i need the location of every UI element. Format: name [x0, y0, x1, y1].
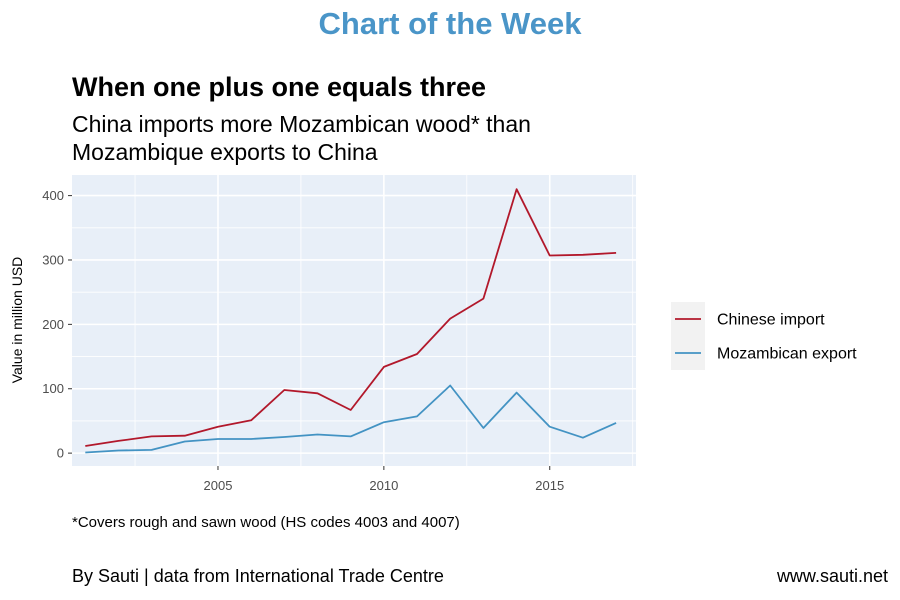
series-lines	[85, 188, 617, 454]
legend-label: Mozambican export	[717, 346, 857, 363]
major-gridlines	[72, 175, 636, 466]
series-line-chinese-import	[85, 188, 617, 447]
footnote: *Covers rough and sawn wood (HS codes 40…	[72, 514, 460, 531]
chart-title: When one plus one equals three	[72, 72, 487, 102]
chart-of-the-week-banner: Chart of the Week	[318, 6, 582, 41]
y-tick-label: 100	[42, 381, 64, 396]
data-source-credit: By Sauti | data from International Trade…	[72, 566, 444, 586]
y-tick-label: 400	[42, 188, 64, 203]
series-line-mozambican-export	[85, 384, 617, 454]
x-axis: 2005 2010 2015	[204, 466, 564, 493]
y-tick-label: 200	[42, 317, 64, 332]
x-tick-label: 2010	[369, 478, 398, 493]
plot-panel	[72, 175, 636, 466]
y-tick-label: 300	[42, 252, 64, 267]
legend: Chinese import Mozambican export	[671, 302, 857, 370]
chart-subtitle: China imports more Mozambican wood* than…	[72, 111, 531, 165]
y-tick-label: 0	[57, 446, 64, 461]
minor-gridlines	[72, 175, 636, 466]
x-tick-label: 2015	[535, 478, 564, 493]
y-axis: 0 100 200 300 400	[42, 188, 72, 461]
legend-label: Chinese import	[717, 312, 825, 329]
website-link[interactable]: www.sauti.net	[776, 566, 888, 586]
y-axis-title: Value in million USD	[9, 257, 25, 384]
x-tick-label: 2005	[204, 478, 233, 493]
